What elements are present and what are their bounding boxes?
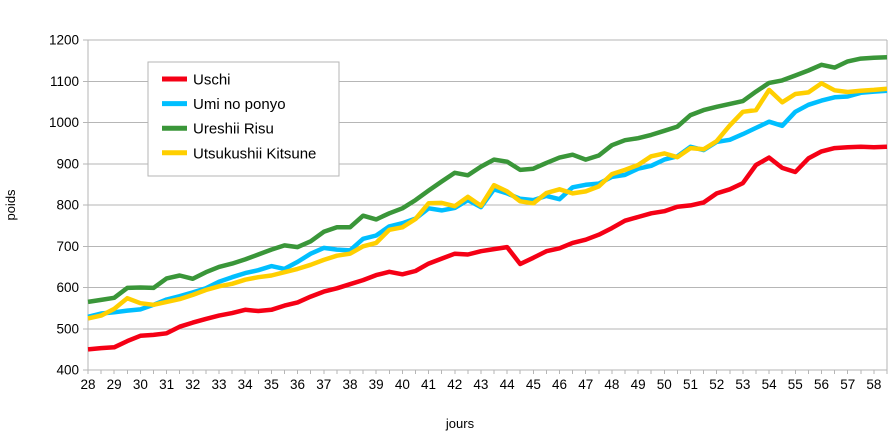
series-line-uschi xyxy=(87,144,888,352)
axis-tick-labels: 400 500 600 700 800 900 1000 1100 1200 28 29 30 31 32… xyxy=(49,33,881,393)
x-tick-label: 37 xyxy=(316,377,331,392)
y-tick-label: 400 xyxy=(56,363,79,378)
legend-item: Uschi xyxy=(162,72,231,89)
x-tick-label: 35 xyxy=(264,377,279,392)
legend-label: Uschi xyxy=(193,72,231,89)
series-line-ureshii-risu xyxy=(87,55,888,305)
y-tick-label: 700 xyxy=(56,239,79,254)
x-tick-label: 56 xyxy=(814,377,829,392)
x-tick-label: 51 xyxy=(683,377,698,392)
x-tick-label: 57 xyxy=(840,377,855,392)
legend-item: Umi no ponyo xyxy=(162,96,286,113)
series-line-utsukushii-kitsune xyxy=(87,81,888,321)
x-tick-label: 30 xyxy=(133,377,148,392)
x-tick-label: 48 xyxy=(604,377,619,392)
x-tick-label: 29 xyxy=(107,377,122,392)
x-tick-label: 50 xyxy=(657,377,672,392)
axis-ticks xyxy=(83,39,888,374)
x-tick-label: 38 xyxy=(342,377,357,392)
y-axis-title: poids xyxy=(3,189,18,221)
x-tick-label: 47 xyxy=(578,377,593,392)
x-tick-label: 53 xyxy=(735,377,750,392)
x-tick-label: 42 xyxy=(447,377,462,392)
x-tick-label: 58 xyxy=(866,377,881,392)
legend-label: Utsukushii Kitsune xyxy=(193,145,316,162)
legend-item: Ureshii Risu xyxy=(162,121,274,138)
x-tick-label: 49 xyxy=(631,377,646,392)
x-tick-label: 31 xyxy=(159,377,174,392)
y-tick-label: 1100 xyxy=(50,74,79,89)
x-axis-title: jours xyxy=(445,416,475,431)
y-tick-label: 500 xyxy=(56,321,79,336)
x-tick-label: 33 xyxy=(211,377,226,392)
x-tick-label: 46 xyxy=(552,377,567,392)
y-tick-label: 600 xyxy=(56,280,79,295)
legend-label: Umi no ponyo xyxy=(193,96,286,113)
y-tick-label: 900 xyxy=(56,156,79,171)
series-lines xyxy=(87,55,888,352)
x-tick-label: 34 xyxy=(238,377,254,392)
legend-label: Ureshii Risu xyxy=(193,121,274,138)
legend: Uschi Umi no ponyo Ureshii Risu Utsukushii … xyxy=(147,61,340,177)
x-tick-label: 41 xyxy=(421,377,436,392)
x-tick-label: 54 xyxy=(762,377,778,392)
x-tick-label: 43 xyxy=(473,377,488,392)
y-tick-label: 1000 xyxy=(49,115,79,130)
x-tick-label: 40 xyxy=(395,377,410,392)
legend-item: Utsukushii Kitsune xyxy=(162,145,316,162)
x-tick-label: 39 xyxy=(369,377,384,392)
x-tick-label: 52 xyxy=(709,377,724,392)
x-tick-label: 44 xyxy=(500,377,516,392)
y-tick-label: 800 xyxy=(56,198,79,213)
x-tick-label: 32 xyxy=(185,377,200,392)
x-tick-label: 36 xyxy=(290,377,305,392)
x-tick-label: 28 xyxy=(80,377,95,392)
x-tick-label: 45 xyxy=(526,377,541,392)
x-tick-label: 55 xyxy=(788,377,803,392)
y-tick-label: 1200 xyxy=(49,33,79,48)
